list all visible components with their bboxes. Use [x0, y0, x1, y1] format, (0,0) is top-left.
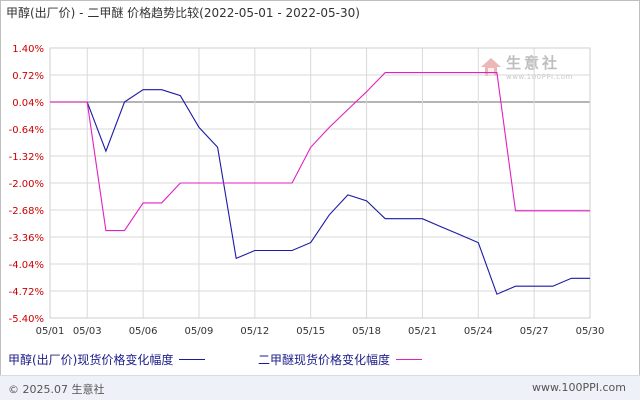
chart-title: 甲醇(出厂价) - 二甲醚 价格趋势比较(2022-05-01 - 2022-0… — [6, 6, 360, 20]
y-tick-label: -4.04% — [9, 260, 44, 271]
y-tick-label: -2.00% — [9, 179, 44, 190]
footer: © 2025.07 生意社 www.100PPI.com — [0, 375, 640, 400]
x-tick-label: 05/06 — [129, 326, 158, 337]
x-tick-label: 05/03 — [73, 326, 102, 337]
watermark-logo: 生意社 www.100PPI.com — [480, 52, 573, 81]
y-tick-label: -4.72% — [9, 287, 44, 298]
grid — [49, 47, 591, 319]
legend-label-dme: 二甲醚现货价格变化幅度 — [258, 353, 391, 367]
footer-copyright: © 2025.07 生意社 — [8, 383, 105, 396]
y-tick-label: -0.64% — [9, 125, 44, 136]
x-tick-label: 05/27 — [520, 326, 549, 337]
watermark-url: www.100PPI.com — [506, 73, 573, 81]
legend-label-methanol: 甲醇(出厂价)现货价格变化幅度 — [8, 353, 174, 367]
series-lines — [50, 72, 590, 295]
y-axis: 1.40% 0.72% 0.04% -0.64% -1.32% -2.00% -2.68% -… — [9, 44, 44, 325]
x-tick-label: 05/30 — [576, 326, 605, 337]
legend-item-dme: 二甲醚现货价格变化幅度 — [258, 351, 423, 368]
series-line-dme — [50, 72, 590, 232]
y-tick-label: -1.32% — [9, 152, 44, 163]
watermark-name: 生意社 — [506, 54, 561, 72]
x-axis: 05/01 05/03 05/06 05/09 05/12 05/15 05/18 05/21… — [36, 326, 605, 337]
x-tick-label: 05/24 — [464, 326, 493, 337]
legend-item-methanol: 甲醇(出厂价)现货价格变化幅度 — [8, 351, 206, 368]
x-tick-label: 05/12 — [240, 326, 269, 337]
series-line-methanol — [50, 89, 590, 295]
y-tick-label: -2.68% — [9, 206, 44, 217]
legend-swatch-methanol — [179, 359, 206, 360]
y-tick-label: -3.36% — [9, 233, 44, 244]
x-tick-label: 05/18 — [352, 326, 381, 337]
plot-area-border — [49, 47, 591, 319]
y-tick-label: 0.04% — [12, 98, 44, 109]
house-icon — [481, 57, 501, 76]
legend-swatch-dme — [396, 359, 423, 360]
x-tick-label: 05/01 — [36, 326, 65, 337]
x-tick-label: 05/09 — [185, 326, 214, 337]
x-tick-label: 05/21 — [408, 326, 437, 337]
y-tick-label: 0.72% — [12, 71, 44, 82]
y-tick-label: 1.40% — [12, 44, 44, 55]
y-tick-label: -5.40% — [9, 314, 44, 325]
x-tick-label: 05/15 — [296, 326, 325, 337]
footer-site-link[interactable]: www.100PPI.com — [532, 381, 626, 394]
